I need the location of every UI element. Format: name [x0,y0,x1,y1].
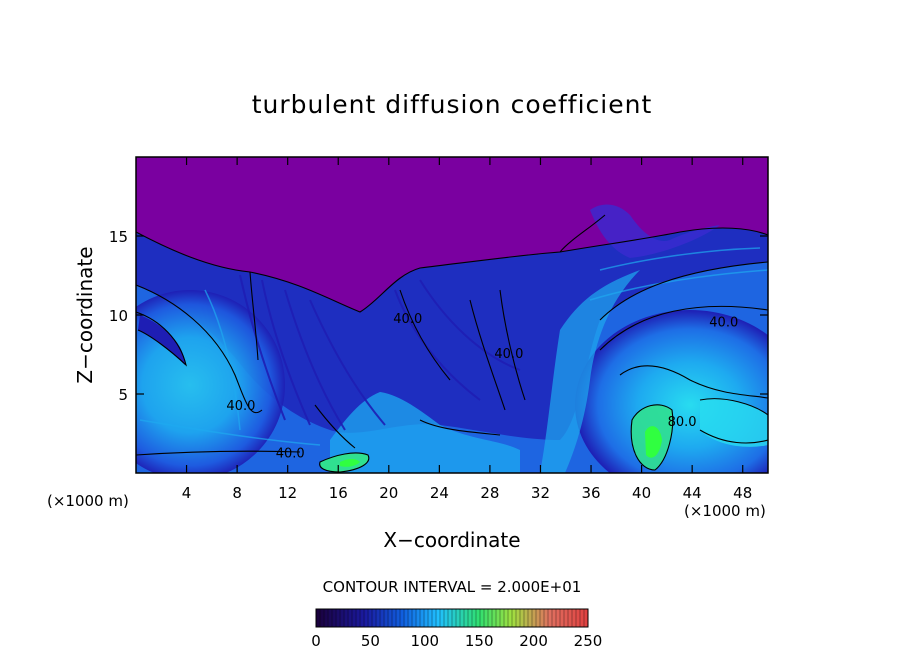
streaks [239,274,521,431]
left-vortex [136,290,285,473]
plot-area: 40.0 40.0 40.0 40.0 40.0 80.0 [135,156,769,474]
contour-label: 40.0 [393,312,422,327]
x-tick-label: 12 [278,484,297,502]
x-tick-label: 8 [232,484,242,502]
y-tick-label: 10 [109,307,128,325]
x-tick-label: 44 [683,484,702,502]
colorbar-stripes [319,609,585,627]
x-tick-label: 16 [329,484,348,502]
contour-labels: 40.0 40.0 40.0 40.0 40.0 80.0 [226,312,738,461]
x-tick-label: 32 [531,484,550,502]
y-tick-label: 15 [109,228,128,246]
contour-interval-text: CONTOUR INTERVAL = 2.000E+01 [323,578,582,596]
x-tick-label: 40 [632,484,651,502]
light-streaks [139,247,768,446]
right-vortex-cyan-arm [700,398,768,447]
y-axis: 5 10 15 [109,228,768,404]
colorbar-tick-label: 100 [410,632,439,650]
right-vortex [575,310,768,473]
contour-label: 80.0 [668,415,697,430]
colorbar-frame [315,608,589,628]
colorbar-tick-label: 50 [361,632,380,650]
colorbar-tick-label: 0 [311,632,321,650]
x-axis-label: X−coordinate [383,528,520,552]
y-tick-label: 5 [118,386,128,404]
right-vortex-core [645,426,662,458]
colorbar-tick-label: 150 [465,632,494,650]
contour-lines [136,214,768,473]
x-unit-right: (×1000 m) [684,502,766,520]
x-tick-label: 20 [379,484,398,502]
colorbar-tick-labels: 0 50 100 150 200 250 [311,632,602,650]
left-vortex-tongue [138,315,185,365]
x-tick-label: 4 [182,484,192,502]
contour-label: 40.0 [276,446,305,461]
x-axis: 4 8 12 16 20 24 28 32 36 40 44 48 [182,157,752,502]
colorbar-tick-label: 250 [574,632,603,650]
center-green-patch-2 [340,459,360,467]
y-axis-label: Z−coordinate [73,246,97,383]
x-unit-left: (×1000 m) [47,492,129,510]
colorbar [315,608,589,628]
right-center-cyan [540,270,640,473]
colorbar-tick-label: 200 [519,632,548,650]
contour-label: 40.0 [494,347,523,362]
x-tick-label: 36 [581,484,600,502]
contour-label: 40.0 [226,399,255,414]
x-tick-label: 24 [430,484,449,502]
center-turbulence [330,392,520,473]
x-tick-label: 28 [480,484,499,502]
chart-title: turbulent diffusion coefficient [252,90,653,119]
upper-tongue [590,204,720,258]
x-tick-label: 48 [733,484,752,502]
contour-label: 40.0 [709,315,738,330]
